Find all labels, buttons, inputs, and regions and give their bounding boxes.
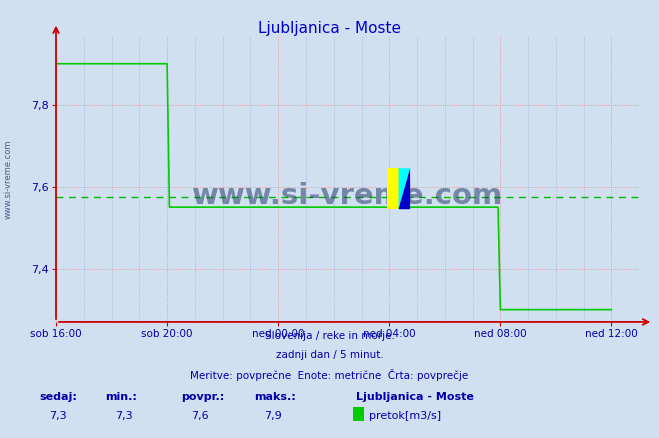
Bar bbox=[387, 168, 399, 209]
Text: 7,6: 7,6 bbox=[191, 411, 209, 421]
Text: 7,3: 7,3 bbox=[49, 411, 67, 421]
Polygon shape bbox=[399, 168, 410, 209]
Text: Slovenija / reke in morje.: Slovenija / reke in morje. bbox=[264, 331, 395, 341]
Text: maks.:: maks.: bbox=[254, 392, 295, 402]
Text: povpr.:: povpr.: bbox=[181, 392, 225, 402]
Text: min.:: min.: bbox=[105, 392, 137, 402]
Text: www.si-vreme.com: www.si-vreme.com bbox=[192, 182, 503, 210]
Polygon shape bbox=[399, 168, 410, 209]
Text: sedaj:: sedaj: bbox=[40, 392, 77, 402]
Text: Ljubljanica - Moste: Ljubljanica - Moste bbox=[258, 21, 401, 36]
Text: 7,3: 7,3 bbox=[115, 411, 133, 421]
Text: Meritve: povprečne  Enote: metrične  Črta: povprečje: Meritve: povprečne Enote: metrične Črta:… bbox=[190, 369, 469, 381]
Text: zadnji dan / 5 minut.: zadnji dan / 5 minut. bbox=[275, 350, 384, 360]
Text: Ljubljanica - Moste: Ljubljanica - Moste bbox=[356, 392, 474, 402]
Text: 7,9: 7,9 bbox=[264, 411, 281, 421]
Text: pretok[m3/s]: pretok[m3/s] bbox=[369, 411, 441, 421]
Text: www.si-vreme.com: www.si-vreme.com bbox=[3, 140, 13, 219]
